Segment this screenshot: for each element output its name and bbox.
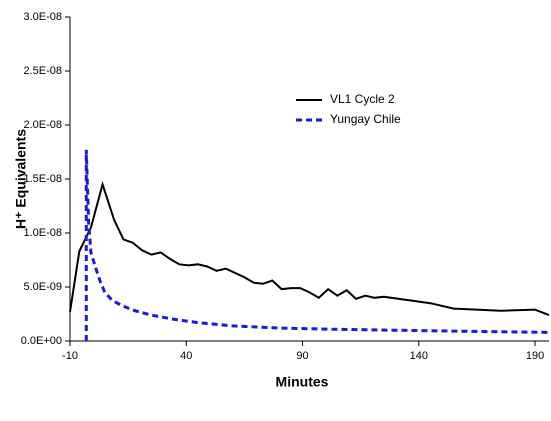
y-tick-label: 0.0E+00 (21, 335, 62, 347)
x-tick-label: 190 (526, 350, 544, 362)
y-tick-label: 2.0E-08 (23, 119, 62, 131)
series-line (69, 180, 550, 317)
y-axis-title: H⁺ Equivalents (13, 129, 29, 229)
y-tick-label: 5.0E-09 (23, 281, 62, 293)
y-tick-label: 3.0E-08 (23, 11, 62, 23)
x-axis-title: Minutes (276, 374, 329, 390)
x-tick-label: 90 (296, 350, 308, 362)
legend-label: VL1 Cycle 2 (330, 92, 395, 106)
x-tick-label: 40 (180, 350, 192, 362)
y-tick-label: 1.5E-08 (23, 173, 62, 185)
x-tick-label: -10 (62, 350, 78, 362)
legend-label: Yungay Chile (330, 112, 401, 126)
x-tick-label: 140 (410, 350, 428, 362)
series-line (84, 149, 550, 341)
y-tick-label: 1.0E-08 (23, 227, 62, 239)
y-tick-label: 2.5E-08 (23, 65, 62, 77)
